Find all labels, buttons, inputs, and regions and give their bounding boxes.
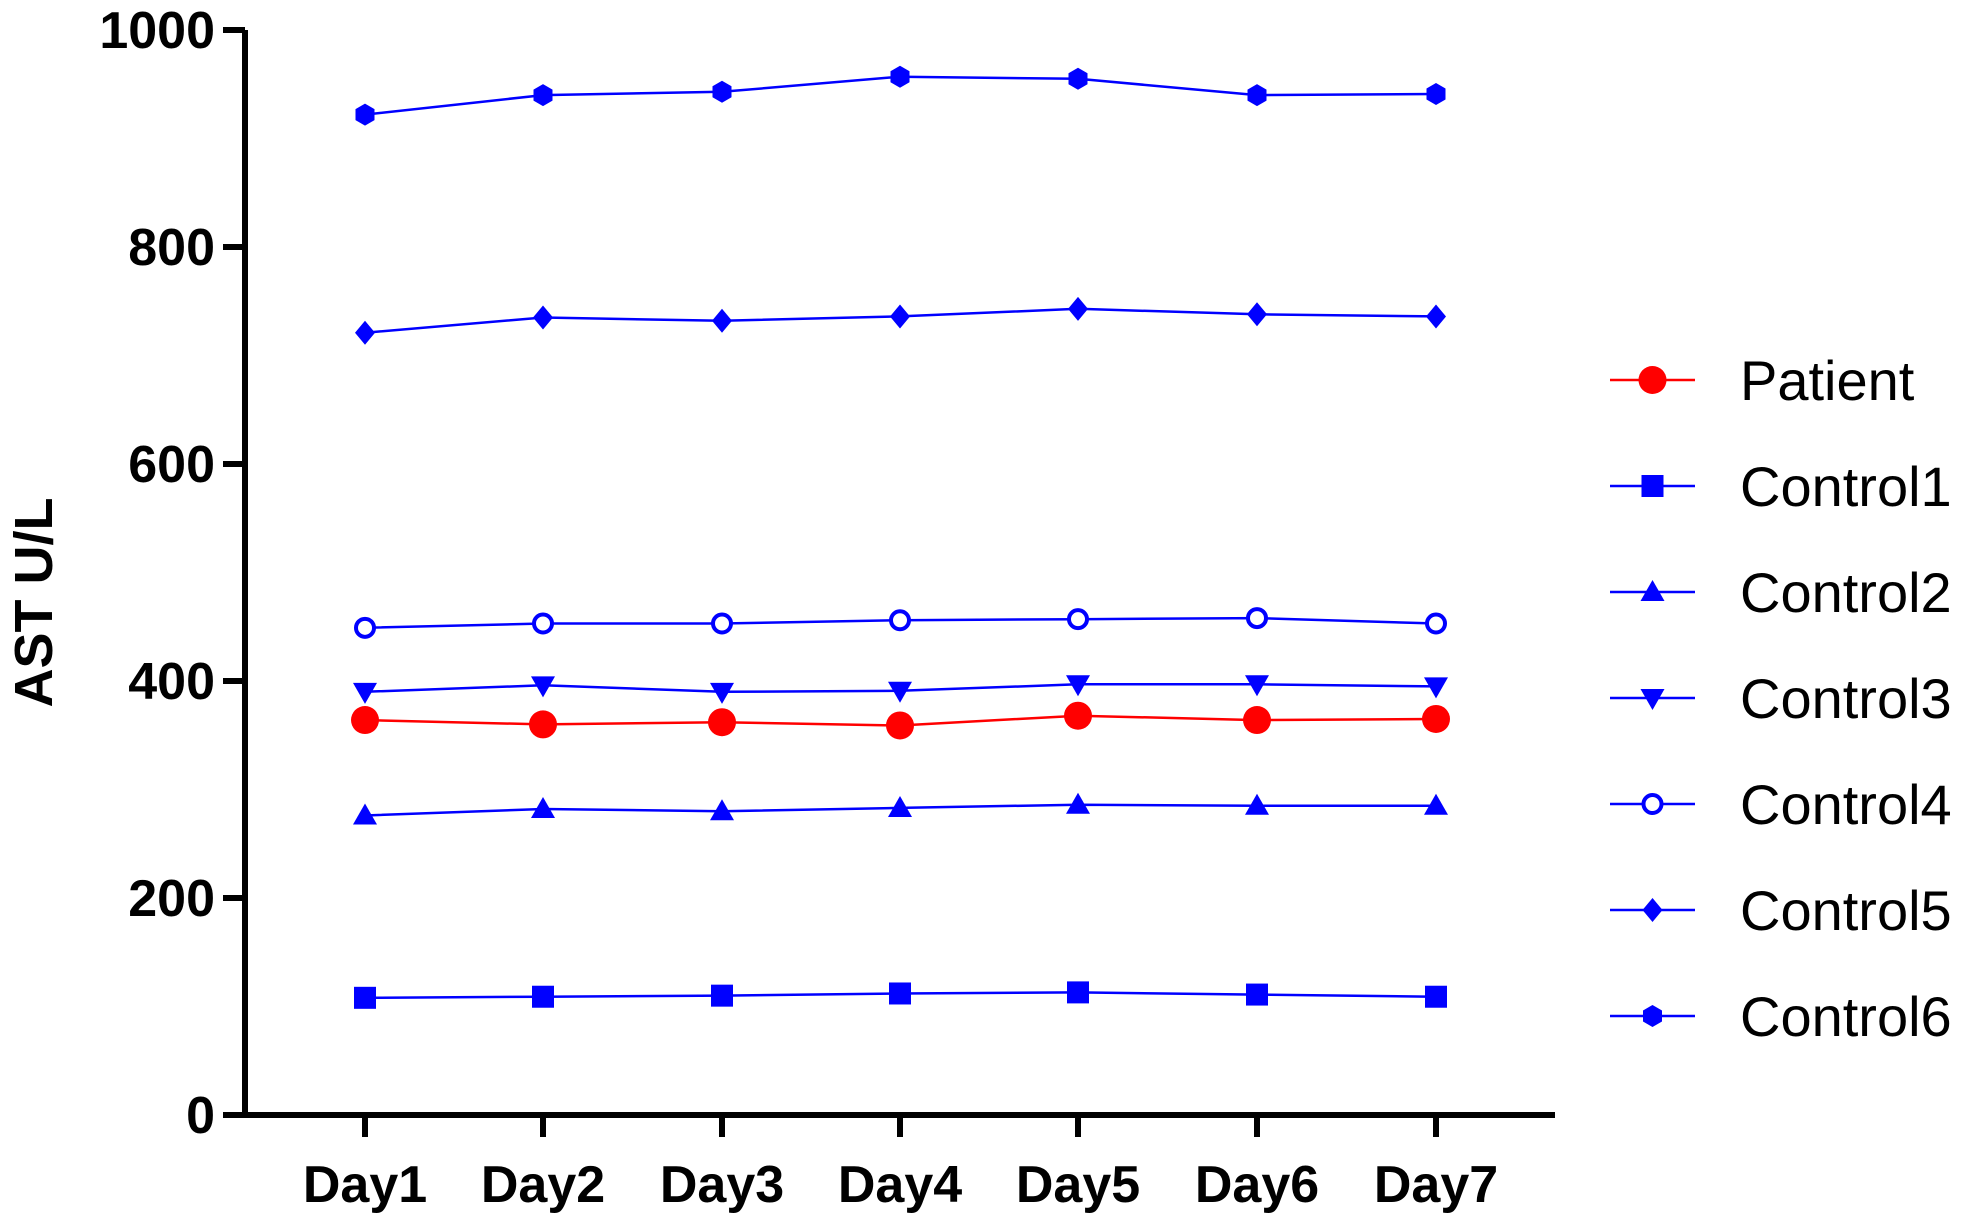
data-point-control5: [355, 320, 375, 345]
y-tick-label: 800: [128, 219, 215, 277]
series-control1: [354, 981, 1447, 1009]
data-point-patient: [1422, 704, 1450, 733]
data-point-control3: [888, 681, 912, 703]
data-point-control1: [1067, 981, 1089, 1004]
series-control5: [355, 296, 1446, 345]
legend-label: Control6: [1740, 985, 1952, 1048]
legend-marker-control1: [1641, 475, 1664, 497]
x-tick-label: Day7: [1374, 1156, 1498, 1214]
legend-marker-control3: [1640, 689, 1665, 710]
y-tick-label: 400: [128, 653, 215, 711]
legend-marker-control4: [1641, 793, 1664, 815]
x-tick-label: Day6: [1195, 1156, 1319, 1214]
data-point-control1: [354, 986, 376, 1009]
series-control3: [353, 675, 1448, 704]
x-tick-label: Day2: [481, 1156, 605, 1214]
series-patient: [351, 701, 1450, 740]
data-point-control4: [1246, 607, 1268, 630]
data-point-control4: [889, 609, 911, 632]
data-point-control2: [1245, 793, 1269, 815]
data-point-control1: [1425, 985, 1447, 1008]
data-point-control4: [354, 616, 376, 639]
data-point-control3: [531, 676, 555, 698]
data-point-control2: [710, 799, 734, 821]
data-point-control2: [531, 797, 555, 819]
data-point-control3: [1424, 677, 1448, 699]
x-tick-label: Day3: [660, 1156, 784, 1214]
data-point-patient: [351, 706, 379, 735]
legend-marker-control5: [1642, 898, 1663, 922]
legend-item-control1: Control1: [1610, 455, 1952, 518]
data-point-control5: [1247, 302, 1267, 327]
y-tick-label: 600: [128, 436, 215, 494]
legend-item-control2: Control2: [1610, 561, 1952, 624]
data-point-control4: [1067, 608, 1089, 631]
data-point-patient: [886, 711, 914, 740]
data-point-control5: [712, 308, 732, 333]
data-point-control6: [1426, 83, 1446, 105]
data-point-control6: [1247, 84, 1267, 107]
legend-item-control3: Control3: [1610, 667, 1952, 730]
y-tick-label: 200: [128, 870, 215, 928]
x-tick-label: Day4: [838, 1156, 962, 1214]
y-tick-label: 1000: [99, 2, 215, 60]
data-point-control4: [1425, 612, 1447, 635]
y-axis-title: AST U/L: [4, 498, 64, 708]
data-point-control6: [355, 103, 375, 126]
data-point-control5: [1068, 296, 1088, 321]
data-point-control6: [533, 84, 553, 107]
data-point-control6: [890, 65, 910, 88]
series-layer: [351, 65, 1450, 1009]
legend-label: Patient: [1740, 349, 1915, 412]
data-point-patient: [529, 710, 557, 739]
y-tick-label: 0: [186, 1087, 215, 1145]
data-point-control5: [533, 305, 553, 330]
legend-label: Control3: [1740, 667, 1952, 730]
data-point-control5: [1426, 304, 1446, 329]
data-point-control2: [1424, 793, 1448, 815]
data-point-control3: [353, 682, 377, 704]
data-point-control1: [1246, 983, 1268, 1006]
data-point-control6: [1068, 67, 1088, 90]
legend: Patient Control1 Control2 Control3 Control4 C…: [1610, 349, 1952, 1048]
legend-item-control6: Control6: [1610, 985, 1952, 1048]
data-point-control4: [532, 612, 554, 635]
legend-item-control4: Control4: [1610, 773, 1952, 836]
data-point-control1: [711, 984, 733, 1007]
legend-label: Control4: [1740, 773, 1952, 836]
data-point-control5: [890, 304, 910, 329]
legend-marker-control6: [1643, 1005, 1662, 1027]
axes: 0 200 400 600 800 1000 Day1 Day2 Day3 Day4 Day5 Day…: [99, 2, 1555, 1214]
series-control2: [353, 792, 1448, 825]
legend-label: Control5: [1740, 879, 1952, 942]
legend-label: Control2: [1740, 561, 1952, 624]
data-point-control4: [711, 612, 733, 635]
data-point-control2: [1066, 792, 1090, 814]
series-control4: [354, 607, 1447, 639]
data-point-control2: [888, 795, 912, 817]
data-point-patient: [1243, 706, 1271, 735]
legend-item-control5: Control5: [1610, 879, 1952, 942]
legend-marker-control2: [1640, 580, 1665, 601]
x-tick-label: Day5: [1016, 1156, 1140, 1214]
data-point-control3: [1245, 675, 1269, 697]
data-point-control3: [710, 682, 734, 704]
data-point-control1: [532, 985, 554, 1008]
data-point-control6: [712, 80, 732, 103]
data-point-control3: [1066, 675, 1090, 697]
data-point-control1: [889, 982, 911, 1005]
legend-item-patient: Patient: [1610, 349, 1915, 412]
data-point-patient: [1064, 701, 1092, 730]
series-control6: [355, 65, 1446, 126]
data-point-control2: [353, 803, 377, 825]
x-tick-label: Day1: [303, 1156, 427, 1214]
data-point-patient: [708, 708, 736, 737]
legend-marker-patient: [1638, 366, 1667, 394]
legend-label: Control1: [1740, 455, 1952, 518]
